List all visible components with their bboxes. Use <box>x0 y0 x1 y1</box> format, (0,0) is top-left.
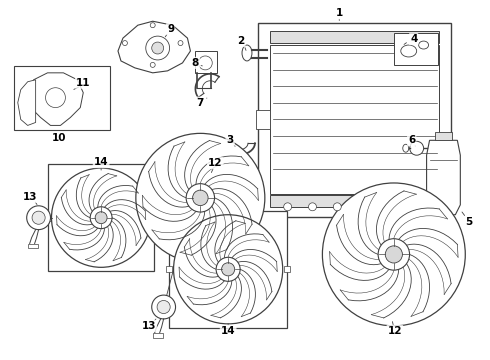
Circle shape <box>152 42 164 54</box>
Text: 13: 13 <box>142 321 156 331</box>
Circle shape <box>150 62 155 67</box>
Bar <box>270 45 440 194</box>
Circle shape <box>178 41 183 46</box>
Ellipse shape <box>418 41 429 49</box>
Circle shape <box>378 239 410 270</box>
Bar <box>45 215 51 221</box>
Text: 10: 10 <box>52 133 67 143</box>
Circle shape <box>216 257 240 281</box>
Text: 2: 2 <box>238 36 245 46</box>
Circle shape <box>410 141 424 155</box>
Text: 4: 4 <box>410 34 417 44</box>
Circle shape <box>173 215 283 324</box>
Bar <box>270 31 440 43</box>
Circle shape <box>193 190 208 206</box>
Polygon shape <box>18 80 36 125</box>
Bar <box>151 215 157 221</box>
Text: 5: 5 <box>466 217 473 227</box>
Bar <box>48 165 154 271</box>
Circle shape <box>157 301 170 314</box>
Ellipse shape <box>403 144 409 152</box>
Circle shape <box>26 206 50 230</box>
Circle shape <box>150 23 155 28</box>
Circle shape <box>333 203 341 211</box>
Circle shape <box>198 56 212 70</box>
Text: 14: 14 <box>221 326 235 336</box>
Bar <box>167 266 172 272</box>
Polygon shape <box>427 140 460 215</box>
Text: 12: 12 <box>208 158 222 168</box>
Ellipse shape <box>242 45 252 61</box>
Bar <box>258 23 451 217</box>
Text: 3: 3 <box>226 135 234 145</box>
Polygon shape <box>28 73 83 125</box>
Circle shape <box>186 184 215 212</box>
Circle shape <box>284 203 292 211</box>
Text: 14: 14 <box>94 157 108 167</box>
Bar <box>170 211 287 328</box>
Bar <box>28 243 38 248</box>
Bar <box>435 132 452 140</box>
Text: 7: 7 <box>196 98 204 108</box>
Bar <box>153 333 163 338</box>
Polygon shape <box>118 21 191 73</box>
Circle shape <box>221 263 235 276</box>
Text: 8: 8 <box>192 58 199 68</box>
Bar <box>256 109 270 129</box>
Text: 1: 1 <box>336 8 343 18</box>
Bar <box>270 195 440 207</box>
Text: 11: 11 <box>76 78 91 88</box>
Circle shape <box>385 246 402 263</box>
Circle shape <box>309 203 317 211</box>
Text: 12: 12 <box>388 326 402 336</box>
Bar <box>284 266 290 272</box>
Circle shape <box>46 88 65 108</box>
Circle shape <box>322 183 466 326</box>
Text: 13: 13 <box>23 192 37 202</box>
Bar <box>196 51 217 73</box>
Ellipse shape <box>401 45 416 57</box>
Circle shape <box>152 295 175 319</box>
Text: 6: 6 <box>408 135 416 145</box>
Circle shape <box>90 207 112 229</box>
Text: 9: 9 <box>167 24 174 34</box>
Circle shape <box>95 212 107 224</box>
Circle shape <box>122 41 127 46</box>
Circle shape <box>51 168 151 267</box>
Circle shape <box>136 133 265 262</box>
Bar <box>14 66 110 130</box>
Circle shape <box>146 36 170 60</box>
Circle shape <box>32 211 45 224</box>
Bar <box>394 33 439 65</box>
